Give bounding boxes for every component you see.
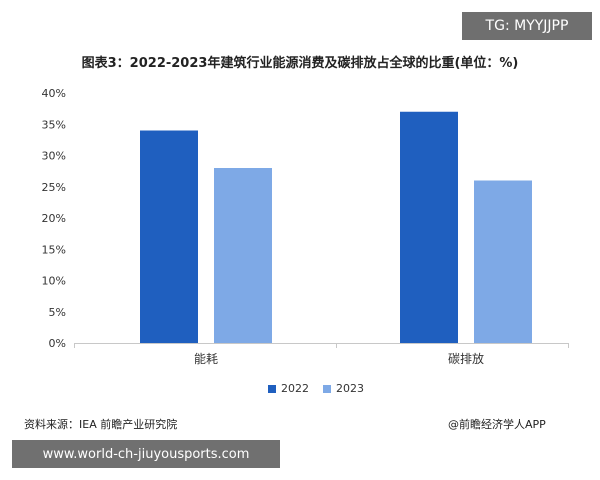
y-tick-label: 20% bbox=[42, 212, 66, 225]
bar-2023-0 bbox=[214, 168, 272, 343]
tg-badge: TG: MYYJJPP bbox=[462, 12, 592, 40]
y-axis: 0% 5% 10% 15% 20% 25% 30% 35% 40% bbox=[42, 87, 66, 350]
x-category-label: 能耗 bbox=[194, 352, 218, 366]
legend-swatch-2023 bbox=[323, 384, 331, 393]
legend-label-2023: 2023 bbox=[336, 382, 364, 395]
source-note: 资料来源：IEA 前瞻产业研究院 bbox=[24, 418, 178, 431]
y-tick-label: 40% bbox=[42, 87, 66, 100]
bar-2022-0 bbox=[140, 130, 198, 343]
legend-swatch-2022 bbox=[268, 384, 276, 393]
x-category-label: 碳排放 bbox=[448, 351, 484, 366]
y-tick-label: 25% bbox=[42, 181, 66, 194]
legend-label-2022: 2022 bbox=[281, 382, 309, 395]
legend: 2022 2023 bbox=[268, 382, 364, 395]
url-banner: www.world-ch-jiuyousports.com bbox=[12, 440, 280, 468]
brand-note: @前瞻经济学人APP bbox=[448, 418, 546, 431]
legend-item-2022: 2022 bbox=[268, 382, 309, 395]
y-tick-label: 15% bbox=[42, 243, 66, 256]
y-tick-label: 5% bbox=[49, 306, 66, 319]
x-axis: 能耗 碳排放 bbox=[74, 343, 569, 366]
y-tick-label: 10% bbox=[42, 275, 66, 288]
chart-title: 图表3：2022-2023年建筑行业能源消费及碳排放占全球的比重(单位：%) bbox=[81, 56, 519, 71]
bar-2022-1 bbox=[400, 111, 458, 343]
y-tick-label: 35% bbox=[42, 118, 66, 131]
y-tick-label: 0% bbox=[49, 337, 66, 350]
bar-2023-1 bbox=[474, 180, 532, 343]
bars-group bbox=[140, 111, 532, 343]
legend-item-2023: 2023 bbox=[323, 382, 364, 395]
y-tick-label: 30% bbox=[42, 150, 66, 163]
